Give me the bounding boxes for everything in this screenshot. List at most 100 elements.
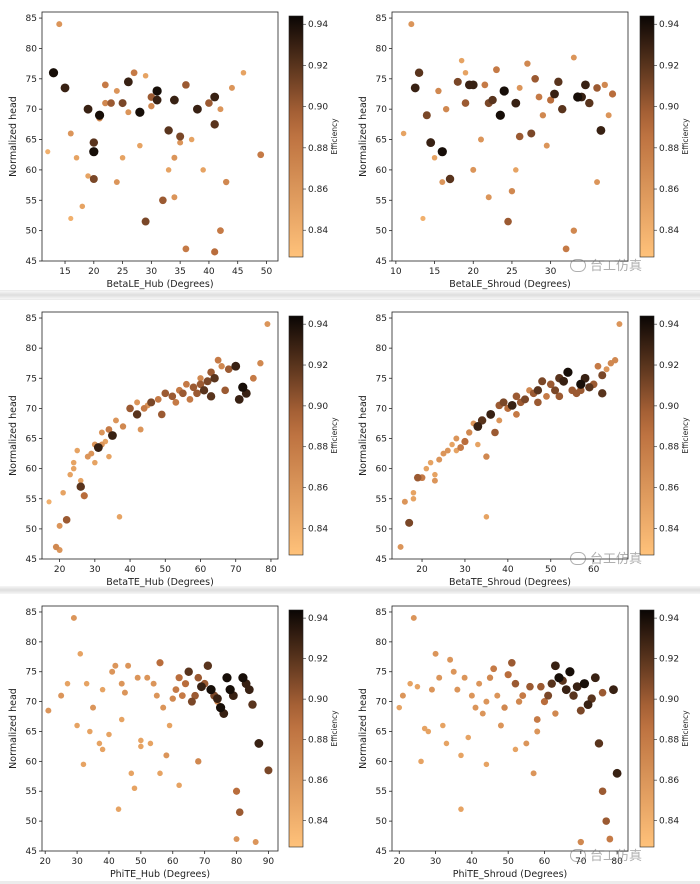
data-point xyxy=(554,673,564,683)
data-point xyxy=(200,167,206,173)
y-axis-label: Normalized head xyxy=(358,688,369,769)
colorbar-tick-label: 0.94 xyxy=(308,20,328,30)
data-point xyxy=(435,87,442,95)
data-point xyxy=(507,400,517,410)
data-point xyxy=(96,740,103,747)
data-point xyxy=(472,704,479,711)
data-point xyxy=(577,838,584,846)
colorbar-label: Efficiency xyxy=(330,118,339,155)
data-point xyxy=(101,81,109,89)
x-tick-label: 40 xyxy=(203,267,215,277)
data-point xyxy=(189,383,198,392)
data-point xyxy=(611,357,619,364)
data-point xyxy=(418,758,424,765)
data-point xyxy=(56,21,63,28)
data-point xyxy=(616,321,623,328)
data-point xyxy=(195,758,202,765)
divider xyxy=(0,291,700,299)
data-point xyxy=(422,111,431,120)
data-point xyxy=(594,362,602,370)
data-point xyxy=(537,682,545,691)
x-tick-label: 30 xyxy=(545,267,557,277)
data-point xyxy=(217,106,224,113)
data-point xyxy=(555,392,564,401)
scatter-panel: 45 50 55 60 65 70 75 80 85 20 30 40 50 60 70 80 BetaTE_H… xyxy=(8,311,339,588)
y-tick-label: 65 xyxy=(26,727,37,737)
data-point xyxy=(206,685,216,695)
data-point xyxy=(445,174,455,184)
data-point xyxy=(203,661,213,670)
data-point xyxy=(67,471,73,478)
data-point xyxy=(118,99,127,108)
data-point xyxy=(161,389,170,398)
colorbar-tick-label: 0.94 xyxy=(659,320,679,330)
data-point xyxy=(46,499,52,505)
data-point xyxy=(152,86,162,96)
data-point xyxy=(168,392,177,401)
x-tick-label: 20 xyxy=(88,267,100,277)
colorbar-tick-label: 0.84 xyxy=(659,226,679,236)
wechat-icon xyxy=(570,259,586,272)
data-point xyxy=(169,95,179,105)
colorbar-tick-label: 0.90 xyxy=(659,402,679,412)
y-tick-label: 65 xyxy=(26,435,37,445)
data-point xyxy=(152,95,162,105)
x-tick-label: 15 xyxy=(59,267,70,277)
x-tick-label: 30 xyxy=(146,267,158,277)
data-point xyxy=(206,392,216,401)
data-point xyxy=(163,752,170,759)
data-point xyxy=(594,739,604,748)
y-tick-label: 50 xyxy=(376,525,388,535)
data-point xyxy=(112,662,119,669)
data-point xyxy=(559,376,569,386)
data-point xyxy=(531,75,539,83)
data-point xyxy=(530,770,537,777)
colorbar-label: Efficiency xyxy=(330,710,339,747)
data-point xyxy=(479,710,486,717)
data-point xyxy=(512,392,521,401)
data-point xyxy=(205,99,213,107)
data-point xyxy=(410,614,417,621)
data-point xyxy=(598,371,607,380)
data-point xyxy=(45,707,52,714)
data-point xyxy=(458,752,464,759)
data-point xyxy=(400,130,407,137)
data-point xyxy=(135,107,145,117)
colorbar xyxy=(639,315,655,556)
data-point xyxy=(414,68,424,77)
divider xyxy=(0,586,700,594)
data-point xyxy=(212,694,222,704)
data-point xyxy=(90,704,97,711)
data-point xyxy=(125,662,132,669)
x-axis-label: PhiTE_Shroud (Degrees) xyxy=(453,869,568,880)
data-point xyxy=(171,194,178,201)
y-tick-label: 45 xyxy=(26,257,37,267)
data-point xyxy=(453,435,460,442)
y-axis-label: Normalized head xyxy=(8,395,19,476)
data-point xyxy=(58,692,65,699)
data-point xyxy=(118,680,125,687)
y-tick-label: 85 xyxy=(376,608,387,618)
colorbar-tick-label: 0.86 xyxy=(659,185,679,195)
data-point xyxy=(483,698,490,705)
data-point xyxy=(215,702,226,713)
data-point xyxy=(565,667,575,677)
data-point xyxy=(68,215,74,222)
data-point xyxy=(462,69,469,76)
plot-area xyxy=(41,11,279,262)
data-point xyxy=(178,692,186,700)
data-point xyxy=(397,543,404,550)
data-point xyxy=(181,680,190,688)
data-point xyxy=(257,151,265,159)
data-point xyxy=(453,77,462,86)
data-point xyxy=(147,398,156,407)
data-point xyxy=(458,57,465,64)
data-point xyxy=(141,217,150,226)
data-point xyxy=(70,459,77,466)
y-tick-label: 55 xyxy=(376,495,387,505)
data-point xyxy=(221,386,229,395)
data-point xyxy=(436,456,443,463)
data-point xyxy=(598,787,607,796)
data-point xyxy=(191,691,199,700)
data-point xyxy=(538,377,547,386)
